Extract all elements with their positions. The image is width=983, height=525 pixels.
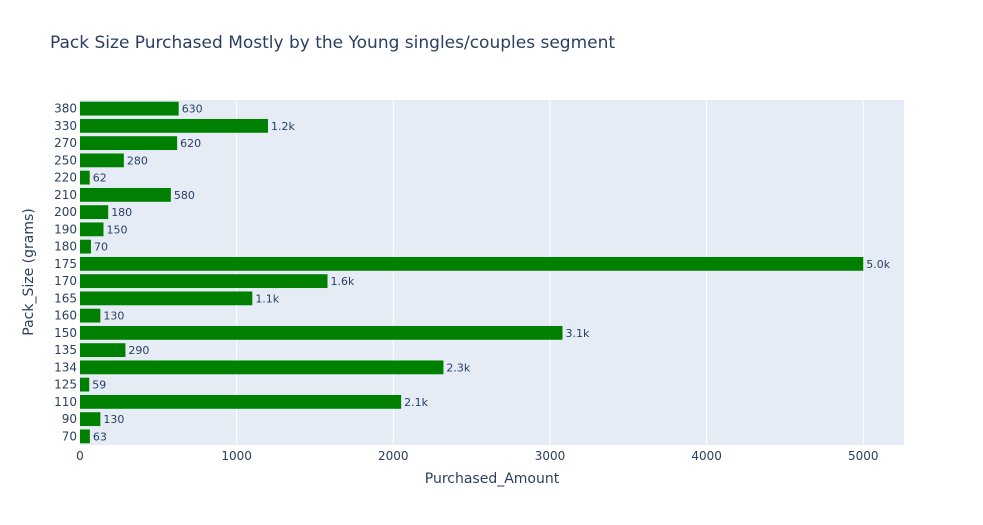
y-tick-label: 70 bbox=[62, 429, 77, 443]
y-tick-label: 380 bbox=[54, 102, 77, 116]
bar bbox=[80, 118, 268, 133]
bar bbox=[80, 222, 104, 237]
bar bbox=[80, 412, 101, 427]
data-label: 2.3k bbox=[446, 361, 470, 374]
bar bbox=[80, 205, 109, 220]
data-label: 62 bbox=[93, 172, 107, 185]
data-label: 1.6k bbox=[331, 275, 355, 288]
bar bbox=[80, 291, 253, 306]
data-label: 2.1k bbox=[404, 396, 428, 409]
bar bbox=[80, 308, 101, 323]
y-tick-label: 134 bbox=[54, 360, 77, 374]
data-label: 290 bbox=[128, 344, 149, 357]
y-tick-label: 90 bbox=[62, 412, 77, 426]
data-label: 630 bbox=[182, 103, 203, 116]
x-tick-label: 2000 bbox=[378, 449, 409, 463]
data-label: 3.1k bbox=[565, 327, 589, 340]
y-tick-label: 175 bbox=[54, 257, 77, 271]
x-tick-label: 5000 bbox=[848, 449, 879, 463]
data-label: 620 bbox=[180, 137, 201, 150]
y-tick-label: 165 bbox=[54, 291, 77, 305]
y-tick-label: 190 bbox=[54, 222, 77, 236]
data-label: 70 bbox=[94, 241, 108, 254]
bar bbox=[80, 325, 563, 340]
data-label: 63 bbox=[93, 430, 107, 443]
bar bbox=[80, 187, 171, 202]
bar bbox=[80, 136, 178, 151]
data-label: 130 bbox=[103, 413, 124, 426]
y-tick-label: 110 bbox=[54, 395, 77, 409]
data-label: 5.0k bbox=[866, 258, 890, 271]
y-axis-title: Pack_Size (grams) bbox=[21, 208, 37, 336]
y-tick-label: 270 bbox=[54, 136, 77, 150]
data-label: 130 bbox=[103, 310, 124, 323]
bar bbox=[80, 377, 90, 392]
x-axis-title: Purchased_Amount bbox=[424, 471, 560, 487]
bar bbox=[80, 343, 126, 358]
data-label: 280 bbox=[127, 154, 148, 167]
y-tick-label: 200 bbox=[54, 205, 77, 219]
y-tick-label: 250 bbox=[54, 153, 77, 167]
bar bbox=[80, 256, 864, 271]
x-tick-label: 3000 bbox=[535, 449, 566, 463]
bar bbox=[80, 394, 402, 409]
data-label: 1.2k bbox=[271, 120, 295, 133]
x-tick-label: 4000 bbox=[691, 449, 722, 463]
bar bbox=[80, 274, 328, 289]
y-tick-label: 210 bbox=[54, 188, 77, 202]
bar bbox=[80, 101, 179, 116]
y-tick-label: 135 bbox=[54, 343, 77, 357]
plot-background bbox=[80, 100, 904, 445]
bar bbox=[80, 170, 90, 185]
y-tick-label: 150 bbox=[54, 326, 77, 340]
bar bbox=[80, 360, 444, 375]
data-label: 150 bbox=[106, 223, 127, 236]
y-tick-label: 220 bbox=[54, 171, 77, 185]
x-tick-label: 0 bbox=[76, 449, 84, 463]
data-label: 180 bbox=[111, 206, 132, 219]
y-tick-label: 330 bbox=[54, 119, 77, 133]
y-tick-label: 170 bbox=[54, 274, 77, 288]
bar bbox=[80, 239, 91, 254]
data-label: 580 bbox=[174, 189, 195, 202]
bar bbox=[80, 153, 124, 168]
data-label: 1.1k bbox=[255, 292, 279, 305]
data-label: 59 bbox=[92, 379, 106, 392]
y-tick-label: 160 bbox=[54, 309, 77, 323]
chart-title: Pack Size Purchased Mostly by the Young … bbox=[50, 33, 616, 53]
y-tick-label: 180 bbox=[54, 240, 77, 254]
y-tick-label: 125 bbox=[54, 378, 77, 392]
bar bbox=[80, 429, 90, 444]
x-tick-label: 1000 bbox=[221, 449, 252, 463]
